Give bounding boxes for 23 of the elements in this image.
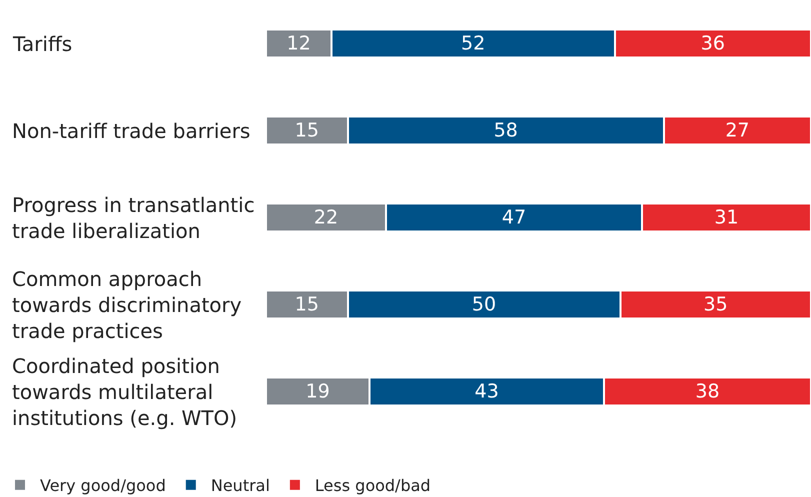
data-label: 35 — [704, 294, 728, 316]
data-label: 58 — [494, 120, 518, 142]
y-tick-label: Common approach towards discriminatory trade practices — [12, 267, 242, 343]
data-label: 50 — [472, 294, 496, 316]
data-label: 19 — [306, 380, 330, 402]
data-label: 36 — [700, 32, 725, 54]
data-label: 15 — [294, 294, 319, 316]
data-label: 22 — [314, 206, 338, 228]
data-label: 31 — [714, 206, 739, 228]
data-label: 12 — [286, 32, 311, 54]
data-label: 15 — [294, 120, 319, 142]
data-label: 27 — [725, 120, 750, 142]
y-tick-label: Non-tariff trade barriers — [12, 119, 250, 143]
data-label: 52 — [461, 32, 486, 54]
legend-label: Less good/bad — [314, 476, 431, 496]
y-tick-label: Coordinated position towards multilateral institutions (e.g. WTO) — [12, 354, 238, 430]
legend-label: Very good/good — [40, 476, 166, 496]
y-tick-label: Tariffs — [12, 32, 72, 56]
data-label: 47 — [502, 206, 526, 228]
y-tick-label: Progress in transatlantic trade liberalization — [12, 193, 255, 243]
data-label: 43 — [474, 380, 499, 402]
data-label: 38 — [695, 380, 720, 402]
legend-label: Neutral — [210, 476, 270, 496]
